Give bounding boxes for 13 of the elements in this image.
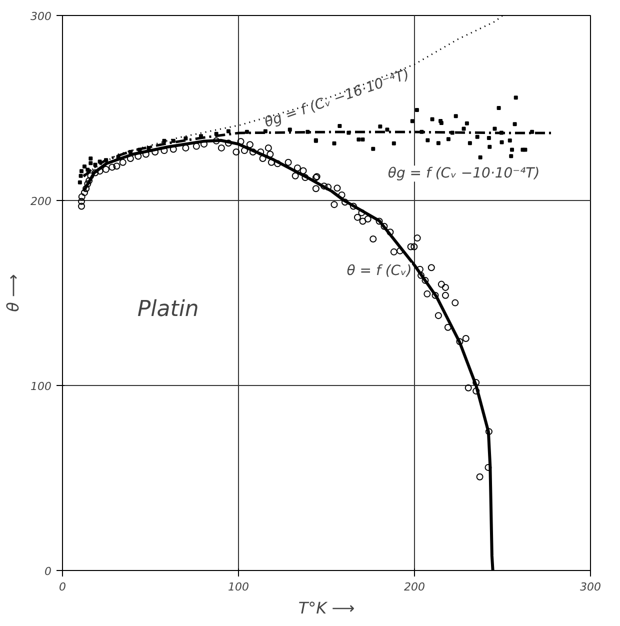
y-axis-title: θ ⟶ — [4, 274, 23, 312]
annotation: θg = f (Cᵥ −10·10⁻⁴T) — [388, 166, 540, 182]
y-tick-label: 100 — [30, 380, 52, 393]
y-tick-label: 300 — [30, 10, 52, 23]
x-tick-label: 0 — [59, 580, 66, 594]
x-tick-label: 300 — [580, 580, 601, 594]
x-axis-title: T°K ⟶ — [298, 598, 355, 618]
x-tick-label: 100 — [228, 580, 249, 594]
annotation: Platin — [137, 297, 199, 322]
x-tick-label: 200 — [404, 580, 425, 594]
y-tick-label: 200 — [30, 195, 52, 208]
y-tick-label: 0 — [44, 565, 52, 578]
annotation: θ = f (Cᵥ) — [346, 262, 412, 279]
